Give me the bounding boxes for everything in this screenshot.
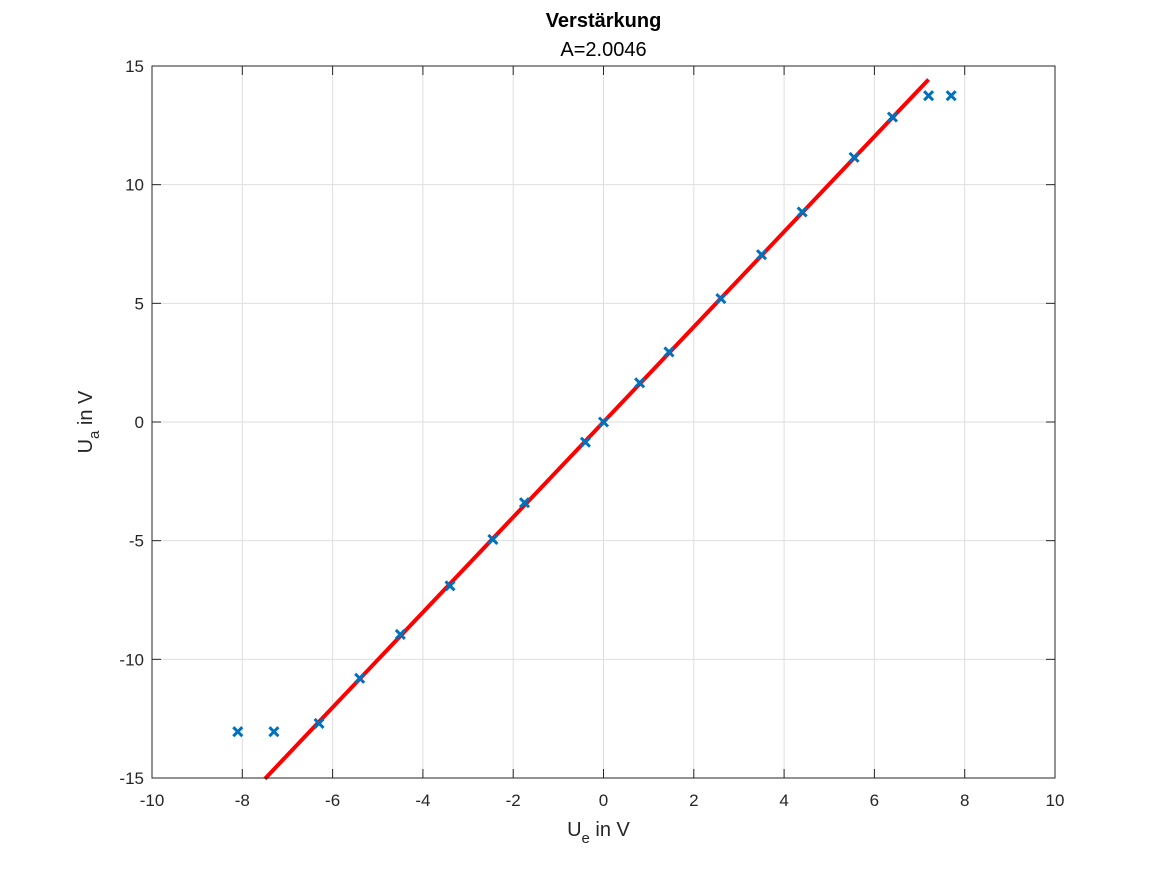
data-point [945, 90, 957, 102]
y-tick-label: 5 [135, 294, 144, 313]
y-tick-label: -5 [129, 532, 144, 551]
data-point-stroke-b [444, 580, 456, 592]
data-point [848, 151, 860, 163]
data-point-stroke-b [313, 717, 325, 729]
x-tick-label: 10 [1046, 791, 1065, 810]
x-tick-label: 4 [779, 791, 788, 810]
data-point-stroke-b [848, 151, 860, 163]
data-point-stroke-b [487, 533, 499, 546]
fit-line [263, 78, 931, 781]
data-point-stroke-b [796, 206, 808, 218]
ticks: -10 -8 -6 -4 -2 0 2 4 6 8 10 -15 -10 -5 0 5 10 15 [119, 57, 1064, 810]
data-point-stroke-b [715, 293, 727, 305]
data-point [597, 416, 610, 428]
data-point [579, 436, 592, 448]
x-tick-label: -6 [325, 791, 340, 810]
y-tick-label: -15 [119, 769, 144, 788]
x-axis-label-main: U [567, 819, 581, 841]
data-point [313, 717, 325, 729]
y-axis-label-main: U [75, 439, 97, 453]
data-point-stroke-b [663, 346, 675, 358]
data-point [487, 533, 499, 546]
y-axis-label-sub: a [86, 430, 103, 439]
data-point [755, 249, 768, 261]
data-point-stroke-b [394, 628, 406, 640]
data-point-stroke-b [579, 436, 592, 448]
data-point-stroke-b [597, 416, 610, 428]
data-point [663, 346, 675, 358]
data-point [268, 726, 280, 738]
x-tick-label: -8 [235, 791, 250, 810]
data-point-stroke-b [886, 111, 899, 123]
y-tick-label: 15 [125, 57, 144, 76]
data-point [232, 726, 244, 738]
data-point [923, 90, 935, 102]
data-point [715, 293, 727, 305]
data-point [634, 377, 646, 389]
y-tick-label: 0 [135, 413, 144, 432]
x-axis-label: Ue in V [567, 819, 630, 847]
x-tick-label: -10 [140, 791, 165, 810]
x-tick-label: -4 [415, 791, 430, 810]
data-point [354, 672, 366, 684]
x-axis-label-rest: in V [590, 819, 631, 841]
data-point-stroke-b [634, 377, 646, 389]
data-point [796, 206, 808, 218]
data-point [394, 628, 406, 640]
x-tick-label: 6 [870, 791, 879, 810]
y-tick-label: 10 [125, 176, 144, 195]
data-point-stroke-b [268, 726, 280, 738]
data-point-stroke-b [518, 497, 531, 509]
y-tick-label: -10 [119, 650, 144, 669]
x-tick-label: 2 [689, 791, 698, 810]
y-axis-label-rest: in V [75, 390, 97, 431]
chart-title: Verstärkung [546, 10, 662, 32]
data-point-stroke-b [923, 90, 935, 102]
data-point [518, 497, 531, 509]
data-point-stroke-b [232, 726, 244, 738]
data-point [444, 580, 456, 592]
data-point-stroke-b [755, 249, 768, 261]
chart-subtitle: A=2.0046 [560, 39, 646, 61]
data-point-stroke-b [354, 672, 366, 684]
data-point-stroke-b [945, 90, 957, 102]
x-axis-label-sub: e [582, 830, 590, 847]
fit-line-layer [263, 78, 931, 781]
x-tick-label: 0 [599, 791, 608, 810]
x-tick-label: 8 [960, 791, 969, 810]
marker-layer [232, 90, 957, 738]
data-point [886, 111, 899, 123]
x-tick-label: -2 [506, 791, 521, 810]
y-axis-label: Ua in V [75, 390, 103, 453]
